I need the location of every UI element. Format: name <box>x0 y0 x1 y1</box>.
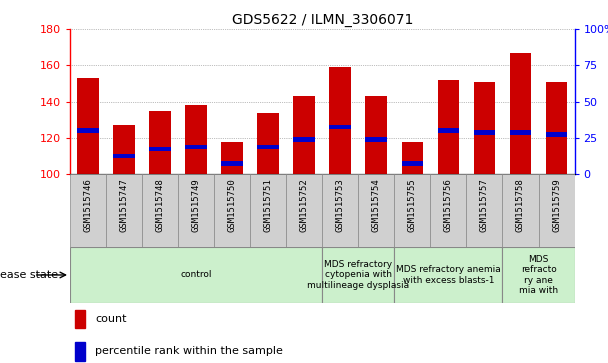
Bar <box>286 174 322 247</box>
Bar <box>221 161 243 166</box>
Bar <box>401 161 423 166</box>
Bar <box>365 96 387 174</box>
Bar <box>178 174 214 247</box>
Bar <box>294 138 315 142</box>
Bar <box>142 174 178 247</box>
Bar <box>401 142 423 174</box>
Text: GSM1515750: GSM1515750 <box>227 178 237 232</box>
Bar <box>106 174 142 247</box>
Text: control: control <box>181 270 212 280</box>
Text: GSM1515757: GSM1515757 <box>480 178 489 232</box>
Text: MDS refractory anemia
with excess blasts-1: MDS refractory anemia with excess blasts… <box>396 265 501 285</box>
Bar <box>546 82 567 174</box>
Bar <box>214 174 250 247</box>
Bar <box>77 78 98 174</box>
Bar <box>149 111 171 174</box>
Bar <box>185 145 207 149</box>
Text: GSM1515755: GSM1515755 <box>408 178 417 232</box>
Bar <box>221 142 243 174</box>
Bar <box>330 125 351 129</box>
Bar <box>75 310 85 328</box>
Bar <box>395 174 430 247</box>
Bar <box>502 247 575 303</box>
Text: GSM1515758: GSM1515758 <box>516 178 525 232</box>
Text: GSM1515754: GSM1515754 <box>372 178 381 232</box>
Bar <box>430 174 466 247</box>
Bar <box>70 247 322 303</box>
Bar <box>365 138 387 142</box>
Bar <box>257 113 279 174</box>
Text: GSM1515751: GSM1515751 <box>264 178 272 232</box>
Bar <box>474 130 496 135</box>
Text: GSM1515753: GSM1515753 <box>336 178 345 232</box>
Text: GSM1515749: GSM1515749 <box>192 178 201 232</box>
Bar <box>257 145 279 149</box>
Bar <box>322 247 395 303</box>
Bar <box>510 130 531 135</box>
Bar <box>395 247 502 303</box>
Text: percentile rank within the sample: percentile rank within the sample <box>95 346 283 356</box>
Bar <box>294 96 315 174</box>
Bar <box>358 174 395 247</box>
Title: GDS5622 / ILMN_3306071: GDS5622 / ILMN_3306071 <box>232 13 413 26</box>
Text: count: count <box>95 314 126 324</box>
Bar <box>502 174 539 247</box>
Text: GSM1515746: GSM1515746 <box>83 178 92 232</box>
Bar <box>510 53 531 174</box>
Text: MDS
refracto
ry ane
mia with: MDS refracto ry ane mia with <box>519 255 558 295</box>
Bar <box>70 174 106 247</box>
Bar <box>539 174 575 247</box>
Text: disease state: disease state <box>0 270 58 280</box>
Bar <box>330 67 351 174</box>
Bar <box>438 129 459 133</box>
Bar <box>466 174 502 247</box>
Text: GSM1515747: GSM1515747 <box>120 178 128 232</box>
Bar <box>75 342 85 360</box>
Bar <box>185 105 207 174</box>
Text: GSM1515759: GSM1515759 <box>552 178 561 232</box>
Text: GSM1515756: GSM1515756 <box>444 178 453 232</box>
Bar <box>438 80 459 174</box>
Text: GSM1515752: GSM1515752 <box>300 178 309 232</box>
Bar <box>113 125 135 174</box>
Bar <box>113 154 135 158</box>
Bar <box>149 147 171 151</box>
Bar <box>77 129 98 133</box>
Bar <box>250 174 286 247</box>
Bar <box>322 174 358 247</box>
Bar <box>474 82 496 174</box>
Text: GSM1515748: GSM1515748 <box>156 178 165 232</box>
Text: MDS refractory
cytopenia with
multilineage dysplasia: MDS refractory cytopenia with multilinea… <box>307 260 409 290</box>
Bar <box>546 132 567 136</box>
